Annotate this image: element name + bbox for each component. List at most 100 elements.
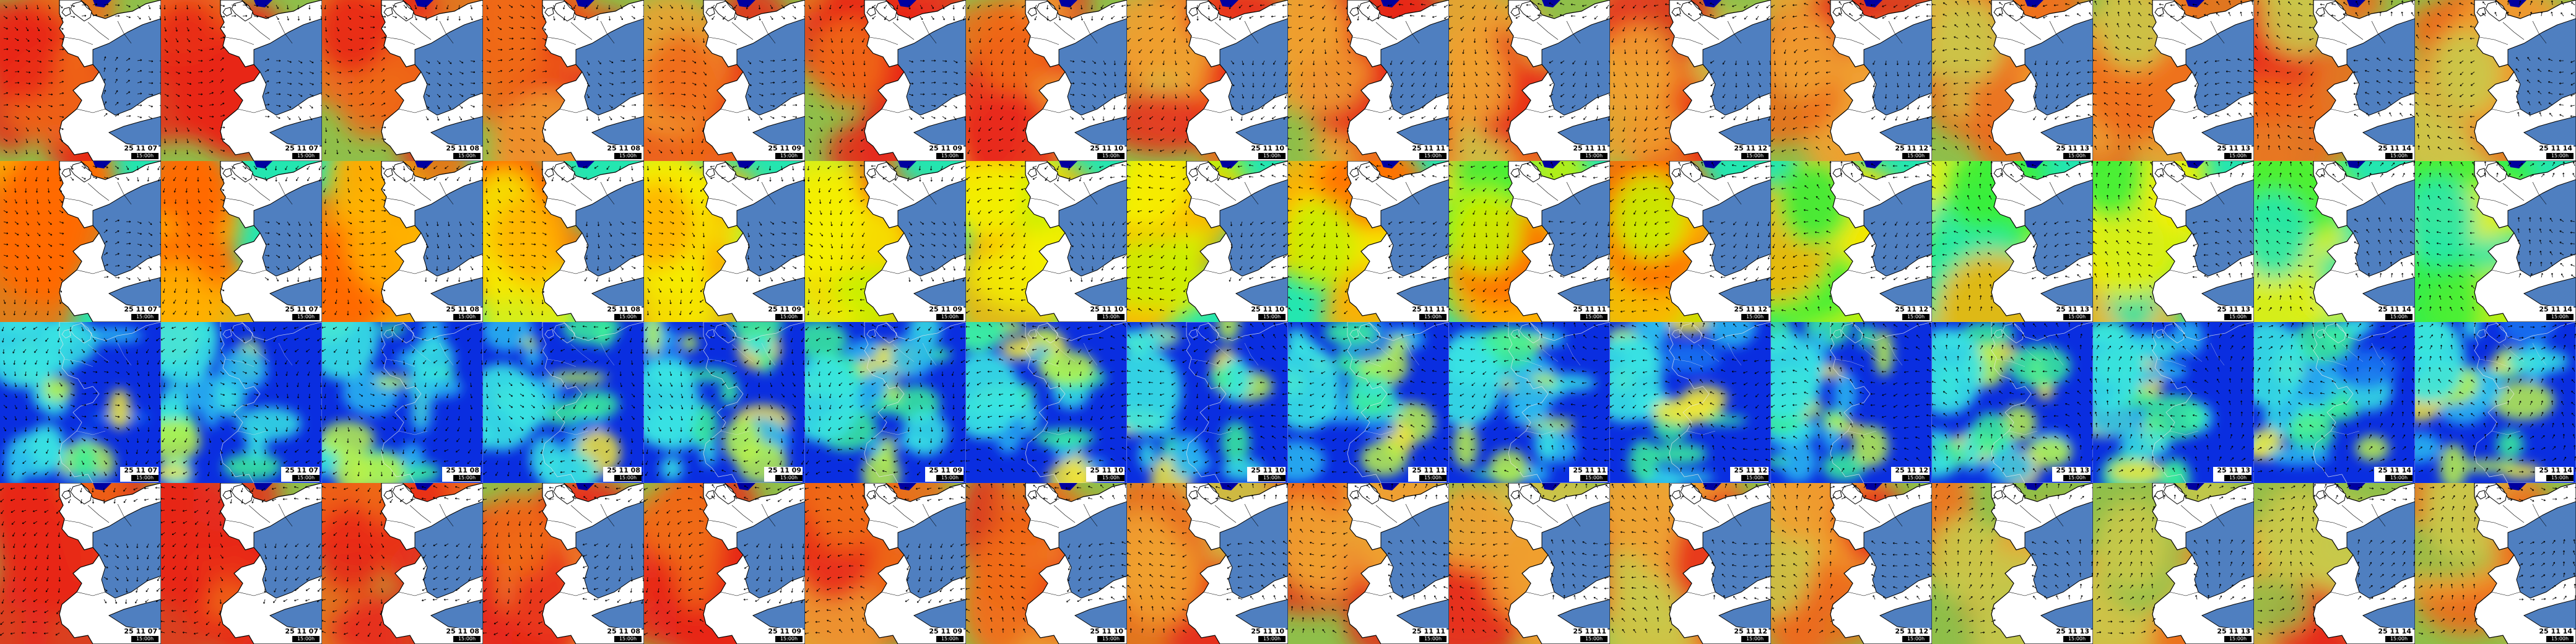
forecast-map: [966, 0, 1127, 161]
map-tile[interactable]: 25 11 07 15:00h: [161, 161, 322, 322]
map-tile[interactable]: 25 11 10 15:00h: [966, 322, 1127, 483]
map-tile[interactable]: 25 11 10 15:00h: [966, 161, 1127, 322]
map-tile[interactable]: 25 11 11 15:00h: [1449, 483, 1610, 644]
forecast-map: [483, 0, 644, 161]
forecast-date: 25 11 08: [442, 306, 481, 313]
map-tile[interactable]: 25 11 11 15:00h: [1288, 0, 1449, 161]
map-tile[interactable]: 25 11 12 15:00h: [1610, 483, 1771, 644]
forecast-date: 25 11 11: [1569, 306, 1608, 313]
map-tile[interactable]: 25 11 14 15:00h: [2415, 0, 2576, 161]
map-tile[interactable]: 25 11 08 15:00h: [322, 483, 483, 644]
map-tile[interactable]: 25 11 14 15:00h: [2415, 483, 2576, 644]
forecast-time: 15:00h: [2063, 636, 2091, 642]
map-tile[interactable]: 25 11 13 15:00h: [2093, 322, 2254, 483]
map-tile[interactable]: 25 11 12 15:00h: [1771, 322, 1932, 483]
map-tile[interactable]: 25 11 08 15:00h: [322, 161, 483, 322]
map-tile[interactable]: 25 11 09 15:00h: [805, 322, 966, 483]
forecast-map: [1288, 322, 1449, 483]
map-tile[interactable]: 25 11 10 15:00h: [1127, 161, 1288, 322]
map-tile[interactable]: 25 11 12 15:00h: [1610, 0, 1771, 161]
forecast-map: [1288, 0, 1449, 161]
map-tile[interactable]: 25 11 12 15:00h: [1771, 0, 1932, 161]
timestamp-label: 25 11 10 15:00h: [1247, 467, 1286, 482]
map-tile[interactable]: 25 11 12 15:00h: [1771, 161, 1932, 322]
map-tile[interactable]: 25 11 07 15:00h: [0, 0, 161, 161]
map-tile[interactable]: 25 11 10 15:00h: [966, 483, 1127, 644]
map-tile[interactable]: 25 11 07 15:00h: [0, 322, 161, 483]
map-tile[interactable]: 25 11 12 15:00h: [1610, 322, 1771, 483]
forecast-map: [2093, 0, 2254, 161]
timestamp-label: 25 11 13 15:00h: [2213, 145, 2252, 160]
map-tile[interactable]: 25 11 07 15:00h: [0, 483, 161, 644]
map-tile[interactable]: 25 11 09 15:00h: [644, 161, 805, 322]
forecast-date: 25 11 12: [1730, 628, 1769, 635]
map-tile[interactable]: 25 11 10 15:00h: [1127, 0, 1288, 161]
forecast-date: 25 11 13: [2052, 628, 2091, 635]
map-tile[interactable]: 25 11 12 15:00h: [1610, 161, 1771, 322]
forecast-time: 15:00h: [292, 153, 320, 159]
forecast-map: [966, 322, 1127, 483]
timestamp-label: 25 11 09 15:00h: [764, 628, 803, 643]
map-tile[interactable]: 25 11 08 15:00h: [322, 322, 483, 483]
map-tile[interactable]: 25 11 09 15:00h: [644, 322, 805, 483]
forecast-time: 15:00h: [131, 314, 159, 320]
map-tile[interactable]: 25 11 11 15:00h: [1288, 322, 1449, 483]
forecast-date: 25 11 09: [925, 628, 964, 635]
map-tile[interactable]: 25 11 11 15:00h: [1449, 322, 1610, 483]
map-tile[interactable]: 25 11 14 15:00h: [2254, 483, 2415, 644]
map-tile[interactable]: 25 11 07 15:00h: [161, 0, 322, 161]
timestamp-label: 25 11 11 15:00h: [1408, 628, 1447, 643]
map-tile[interactable]: 25 11 14 15:00h: [2254, 161, 2415, 322]
map-tile[interactable]: 25 11 14 15:00h: [2415, 322, 2576, 483]
timestamp-label: 25 11 14 15:00h: [2535, 628, 2574, 643]
timestamp-label: 25 11 14 15:00h: [2374, 145, 2413, 160]
forecast-date: 25 11 14: [2535, 306, 2574, 313]
forecast-time: 15:00h: [292, 314, 320, 320]
map-tile[interactable]: 25 11 10 15:00h: [1127, 483, 1288, 644]
forecast-date: 25 11 10: [1247, 628, 1286, 635]
map-tile[interactable]: 25 11 13 15:00h: [2093, 483, 2254, 644]
map-tile[interactable]: 25 11 09 15:00h: [805, 161, 966, 322]
map-tile[interactable]: 25 11 08 15:00h: [483, 322, 644, 483]
map-tile[interactable]: 25 11 13 15:00h: [2093, 161, 2254, 322]
map-tile[interactable]: 25 11 13 15:00h: [1932, 0, 2093, 161]
map-tile[interactable]: 25 11 11 15:00h: [1449, 161, 1610, 322]
timestamp-label: 25 11 11 15:00h: [1408, 306, 1447, 321]
map-tile[interactable]: 25 11 14 15:00h: [2254, 322, 2415, 483]
map-tile[interactable]: 25 11 13 15:00h: [1932, 483, 2093, 644]
map-tile[interactable]: 25 11 07 15:00h: [0, 161, 161, 322]
forecast-date: 25 11 11: [1408, 467, 1447, 474]
map-tile[interactable]: 25 11 09 15:00h: [805, 0, 966, 161]
timestamp-label: 25 11 13 15:00h: [2052, 628, 2091, 643]
map-tile[interactable]: 25 11 09 15:00h: [805, 483, 966, 644]
map-tile[interactable]: 25 11 09 15:00h: [644, 0, 805, 161]
map-tile[interactable]: 25 11 07 15:00h: [161, 483, 322, 644]
forecast-date: 25 11 08: [603, 467, 642, 474]
forecast-map: [1449, 161, 1610, 322]
forecast-map: [2254, 322, 2415, 483]
forecast-map: [2415, 483, 2576, 644]
map-tile[interactable]: 25 11 11 15:00h: [1288, 161, 1449, 322]
map-tile[interactable]: 25 11 14 15:00h: [2415, 161, 2576, 322]
forecast-time: 15:00h: [2224, 314, 2252, 320]
map-tile[interactable]: 25 11 10 15:00h: [1127, 322, 1288, 483]
forecast-date: 25 11 11: [1408, 628, 1447, 635]
timestamp-label: 25 11 10 15:00h: [1086, 306, 1125, 321]
map-tile[interactable]: 25 11 13 15:00h: [2093, 0, 2254, 161]
map-tile[interactable]: 25 11 13 15:00h: [1932, 161, 2093, 322]
forecast-date: 25 11 13: [2052, 145, 2091, 152]
map-tile[interactable]: 25 11 13 15:00h: [1932, 322, 2093, 483]
map-tile[interactable]: 25 11 14 15:00h: [2254, 0, 2415, 161]
map-tile[interactable]: 25 11 12 15:00h: [1771, 483, 1932, 644]
map-tile[interactable]: 25 11 11 15:00h: [1288, 483, 1449, 644]
timestamp-label: 25 11 12 15:00h: [1891, 467, 1930, 482]
map-tile[interactable]: 25 11 08 15:00h: [322, 0, 483, 161]
map-tile[interactable]: 25 11 09 15:00h: [644, 483, 805, 644]
map-tile[interactable]: 25 11 11 15:00h: [1449, 0, 1610, 161]
map-tile[interactable]: 25 11 10 15:00h: [966, 0, 1127, 161]
map-tile[interactable]: 25 11 08 15:00h: [483, 0, 644, 161]
timestamp-label: 25 11 14 15:00h: [2535, 467, 2574, 482]
map-tile[interactable]: 25 11 08 15:00h: [483, 483, 644, 644]
map-tile[interactable]: 25 11 07 15:00h: [161, 322, 322, 483]
map-tile[interactable]: 25 11 08 15:00h: [483, 161, 644, 322]
